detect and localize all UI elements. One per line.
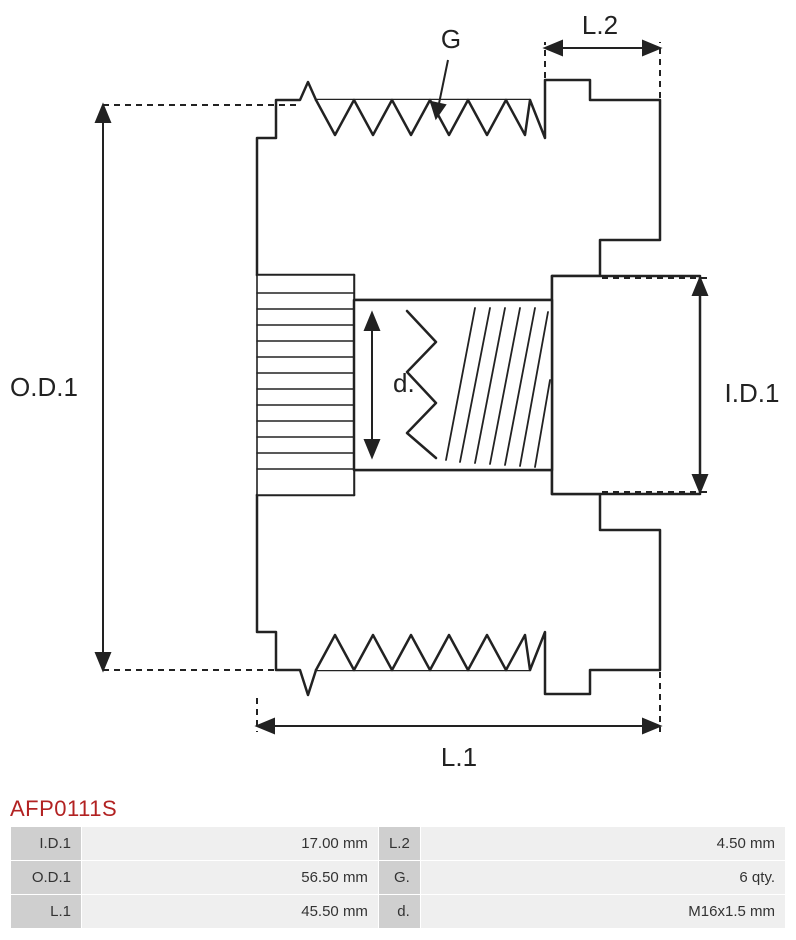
- pulley-cross-section-svg: O.D.1 I.D.1 L.1 L.2 G d.: [0, 0, 796, 790]
- spec-key: L.2: [379, 827, 420, 860]
- spec-value: 56.50 mm: [82, 861, 378, 894]
- spec-value: 4.50 mm: [421, 827, 785, 860]
- spec-value: 6 qty.: [421, 861, 785, 894]
- label-g: G: [441, 24, 461, 54]
- table-row: I.D.117.00 mmL.24.50 mm: [11, 827, 785, 860]
- part-code: AFP0111S: [0, 790, 796, 826]
- label-id1: I.D.1: [725, 378, 780, 408]
- spec-table-body: I.D.117.00 mmL.24.50 mmO.D.156.50 mmG.6 …: [11, 827, 785, 928]
- table-row: O.D.156.50 mmG.6 qty.: [11, 861, 785, 894]
- spec-key: O.D.1: [11, 861, 81, 894]
- spec-value: M16x1.5 mm: [421, 895, 785, 928]
- spec-key: L.1: [11, 895, 81, 928]
- spec-table: I.D.117.00 mmL.24.50 mmO.D.156.50 mmG.6 …: [10, 826, 786, 929]
- technical-diagram: O.D.1 I.D.1 L.1 L.2 G d.: [0, 0, 796, 790]
- table-row: L.145.50 mmd.M16x1.5 mm: [11, 895, 785, 928]
- label-od1: O.D.1: [10, 372, 78, 402]
- label-l1: L.1: [441, 742, 477, 772]
- label-l2: L.2: [582, 10, 618, 40]
- spec-key: I.D.1: [11, 827, 81, 860]
- spec-value: 17.00 mm: [82, 827, 378, 860]
- label-d: d.: [393, 368, 415, 398]
- spec-key: G.: [379, 861, 420, 894]
- spec-value: 45.50 mm: [82, 895, 378, 928]
- spec-key: d.: [379, 895, 420, 928]
